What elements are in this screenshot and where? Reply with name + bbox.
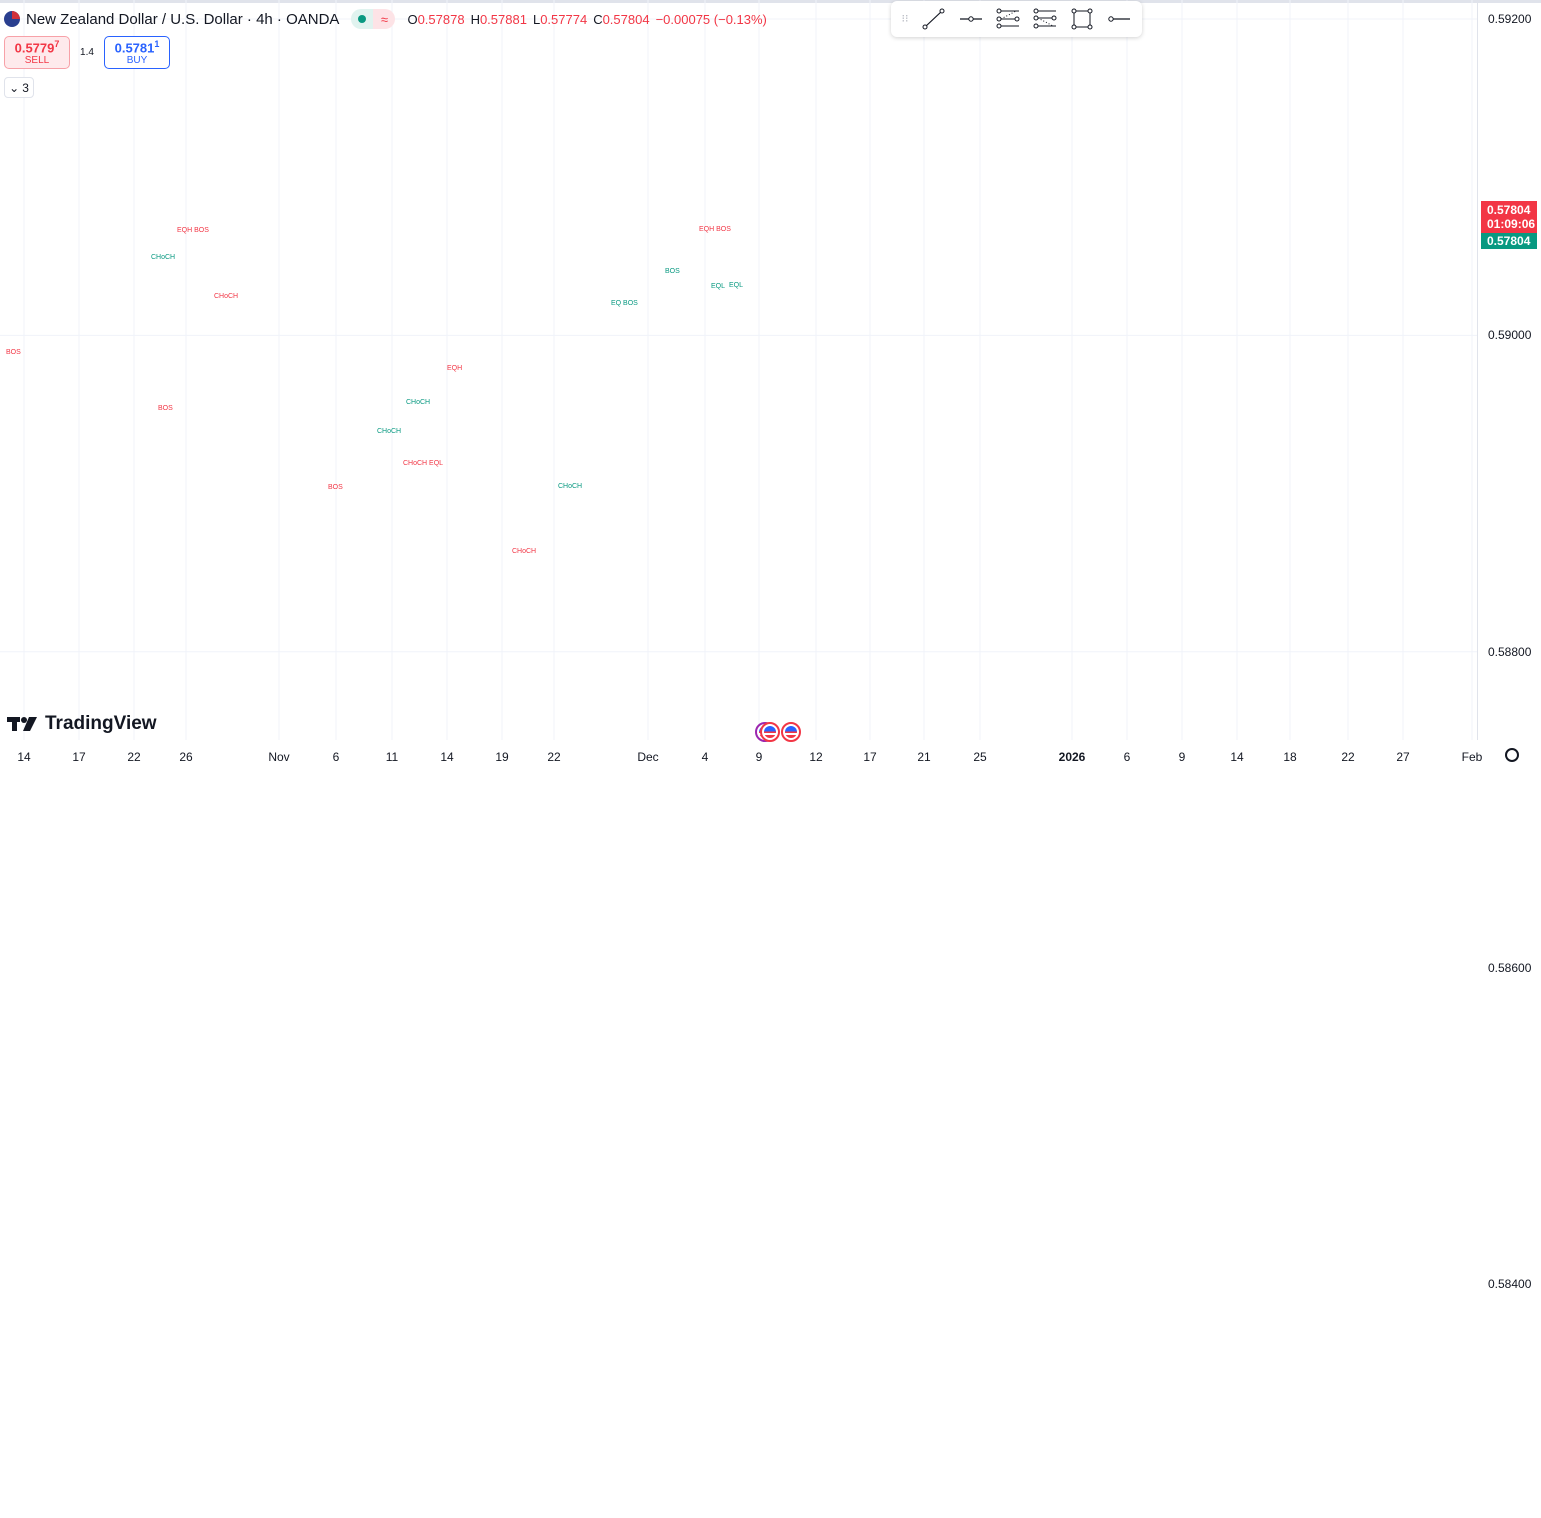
price-tick: 0.58800 xyxy=(1488,644,1532,659)
smc-label: EQ BOS xyxy=(611,300,638,307)
smc-label: CHoCH xyxy=(558,483,583,490)
trend-line-icon[interactable] xyxy=(915,4,952,34)
price-tick: 0.58400 xyxy=(1488,1277,1532,1292)
smc-label: CHoCH xyxy=(151,254,176,261)
trade-panel: 0.57797 SELL 1.4 0.57811 BUY xyxy=(4,36,170,69)
time-tick: 11 xyxy=(385,750,399,764)
drag-handle-icon[interactable]: ⁝⁝ xyxy=(901,13,909,25)
sell-button[interactable]: 0.57797 SELL xyxy=(4,36,70,69)
chart-settings-icon[interactable] xyxy=(1505,748,1519,762)
smc-label: CHoCH xyxy=(214,293,239,300)
time-tick: 18 xyxy=(1283,750,1297,764)
symbol-title[interactable]: New Zealand Dollar / U.S. Dollar · 4h · … xyxy=(26,10,340,28)
time-tick: 22 xyxy=(127,750,141,764)
time-tick: 2026 xyxy=(1058,750,1086,764)
price-axis[interactable]: 0.592000.590000.588000.586000.584000.582… xyxy=(1477,0,1541,1291)
time-tick: 14 xyxy=(1230,750,1244,764)
time-tick: 17 xyxy=(863,750,877,764)
last-price-badge: 0.57804 01:09:06 xyxy=(1481,201,1537,233)
symbol-legend: New Zealand Dollar / U.S. Dollar · 4h · … xyxy=(4,9,767,29)
time-tick: 14 xyxy=(440,750,454,764)
bid-price-badge: 0.57804 xyxy=(1481,233,1537,249)
horizontal-line-icon[interactable] xyxy=(1100,4,1137,34)
delayed-data-icon: ≈ xyxy=(373,9,396,29)
chevron-down-icon: ⌄ xyxy=(9,80,20,95)
time-tick: 22 xyxy=(547,750,561,764)
time-tick: 9 xyxy=(755,750,763,764)
smc-label: EQH xyxy=(447,365,463,372)
price-change: −0.00075 (−0.13%) xyxy=(655,11,767,27)
time-tick: Feb xyxy=(1461,750,1483,764)
time-tick: 27 xyxy=(1396,750,1410,764)
top-border xyxy=(0,0,1541,3)
time-tick: 22 xyxy=(1341,750,1355,764)
time-tick: 26 xyxy=(179,750,193,764)
time-tick: 4 xyxy=(701,750,709,764)
time-tick: 6 xyxy=(332,750,340,764)
smc-label: EQL xyxy=(729,282,744,289)
price-tick: 0.59200 xyxy=(1488,12,1532,26)
us-flag-event-icon[interactable] xyxy=(760,722,780,742)
tradingview-logo-icon xyxy=(7,717,37,731)
smc-label: BOS xyxy=(665,268,680,275)
time-tick: 14 xyxy=(17,750,31,764)
time-tick: 9 xyxy=(1178,750,1186,764)
smc-label: BOS xyxy=(6,349,21,356)
parallel-channel-icon[interactable] xyxy=(989,4,1026,34)
rectangle-icon[interactable] xyxy=(1063,4,1100,34)
smc-label: CHoCH xyxy=(406,399,431,406)
price-tick: 0.59000 xyxy=(1488,328,1532,343)
time-tick: 19 xyxy=(495,750,509,764)
horizontal-ray-icon[interactable] xyxy=(952,4,989,34)
time-tick: Nov xyxy=(268,750,290,764)
time-tick: 17 xyxy=(72,750,86,764)
bar-countdown: 01:09:06 xyxy=(1487,217,1536,231)
time-tick: 12 xyxy=(809,750,823,764)
ohlc-values: O0.57878 H0.57881 L0.57774 C0.57804 −0.0… xyxy=(407,11,767,27)
indicators-collapse-button[interactable]: ⌄ 3 xyxy=(4,77,34,98)
time-tick: 6 xyxy=(1123,750,1131,764)
smc-label: CHoCH EQL xyxy=(403,460,444,467)
nzd-usd-flag-icon xyxy=(4,11,20,27)
status-pill[interactable]: ≈ xyxy=(351,9,396,29)
price-tick: 0.58600 xyxy=(1488,961,1532,976)
drawing-toolbar: ⁝⁝ xyxy=(891,1,1142,37)
time-tick: Dec xyxy=(637,750,659,764)
time-tick: 21 xyxy=(917,750,931,764)
market-open-icon xyxy=(351,9,374,29)
regression-trend-icon[interactable] xyxy=(1026,4,1063,34)
time-axis[interactable]: 14 17 22 26 Nov 6 11 14 19 22 Dec 4 9 12 17 21 25 2026 6 9 1… xyxy=(0,740,1482,764)
spread-value: 1.4 xyxy=(80,47,94,58)
buy-button[interactable]: 0.57811 BUY xyxy=(104,36,170,69)
smc-label: BOS xyxy=(328,484,343,491)
smc-label: BOS xyxy=(158,405,173,412)
smc-label: EQL xyxy=(711,283,726,290)
smc-label: EQH BOS xyxy=(177,227,209,234)
price-chart[interactable] xyxy=(0,0,1477,740)
smc-label: EQH BOS xyxy=(699,226,731,233)
smc-label: CHoCH xyxy=(377,428,402,435)
us-flag-event-icon[interactable] xyxy=(781,722,801,742)
time-tick: 25 xyxy=(973,750,987,764)
smc-label: CHoCH xyxy=(512,548,537,555)
tradingview-logo[interactable]: TradingView xyxy=(7,713,157,735)
